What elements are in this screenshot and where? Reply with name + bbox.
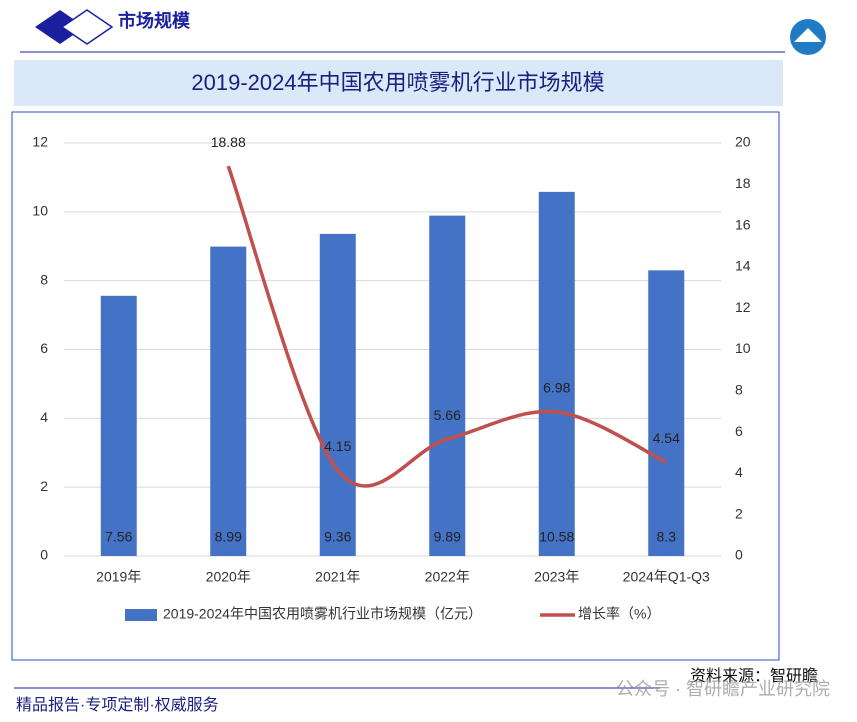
y-tick-label: 2 <box>40 478 48 494</box>
watermark: 公众号 · 智研瞻产业研究院 <box>616 679 830 699</box>
logo-diamond <box>60 9 114 45</box>
line-value-label: 18.88 <box>211 134 246 150</box>
bar-value-label: 9.89 <box>434 529 461 545</box>
bar-value-label: 8.3 <box>657 529 677 545</box>
y2-tick-label: 10 <box>735 340 751 356</box>
bar <box>319 233 356 557</box>
title-band <box>14 60 783 106</box>
source: 资料来源：智研瞻 <box>690 667 818 685</box>
bar-value-label: 10.58 <box>539 529 574 545</box>
y2-tick-label: 16 <box>735 216 751 232</box>
y2-tick-label: 4 <box>735 464 743 480</box>
x-tick-label: 2020年 <box>206 569 251 585</box>
y-tick-label: 8 <box>40 271 48 287</box>
bar-value-label: 8.99 <box>215 529 242 545</box>
legend-swatch <box>125 609 157 621</box>
bar-value-label: 9.36 <box>324 529 351 545</box>
footer-slogan: 精品报告·专项定制·权威服务 <box>16 696 219 714</box>
x-tick-label: 2019年 <box>96 569 141 585</box>
bar <box>100 295 137 556</box>
bar <box>429 215 466 556</box>
chart-title: 2019-2024年中国农用喷雾机行业市场规模 <box>191 70 604 95</box>
bar <box>210 246 247 556</box>
line-value-label: 4.15 <box>324 438 351 454</box>
y2-tick-label: 20 <box>735 134 751 150</box>
bar <box>538 191 575 556</box>
y2-tick-label: 0 <box>735 547 743 563</box>
y-tick-label: 4 <box>40 409 48 425</box>
line <box>226 165 667 488</box>
x-tick-label: 2022年 <box>425 569 470 585</box>
line-value-label: 6.98 <box>543 380 570 396</box>
y-tick-label: 12 <box>32 134 48 150</box>
bar-value-label: 7.56 <box>105 529 132 545</box>
x-tick-label: 2024年Q1-Q3 <box>623 569 710 585</box>
legend-label: 2019-2024年中国农用喷雾机行业市场规模（亿元） <box>163 606 482 622</box>
y-tick-label: 10 <box>32 203 48 219</box>
chart-frame <box>11 111 780 661</box>
bar <box>648 270 685 556</box>
x-tick-label: 2023年 <box>534 569 579 585</box>
logo-mark <box>794 28 822 42</box>
y2-tick-label: 18 <box>735 175 751 191</box>
line-value-label: 4.54 <box>653 430 680 446</box>
x-tick-label: 2021年 <box>315 569 360 585</box>
y2-tick-label: 2 <box>735 505 743 521</box>
y2-tick-label: 14 <box>735 258 751 274</box>
line-value-label: 5.66 <box>434 407 461 423</box>
y2-tick-label: 6 <box>735 423 743 439</box>
header-title: 市场规模 <box>118 10 191 31</box>
y2-tick-label: 12 <box>735 299 751 315</box>
y2-tick-label: 8 <box>735 382 743 398</box>
y-tick-label: 0 <box>40 547 48 563</box>
logo-diamond <box>35 10 85 44</box>
y-tick-label: 6 <box>40 340 48 356</box>
legend-label: 增长率（%） <box>578 606 660 622</box>
